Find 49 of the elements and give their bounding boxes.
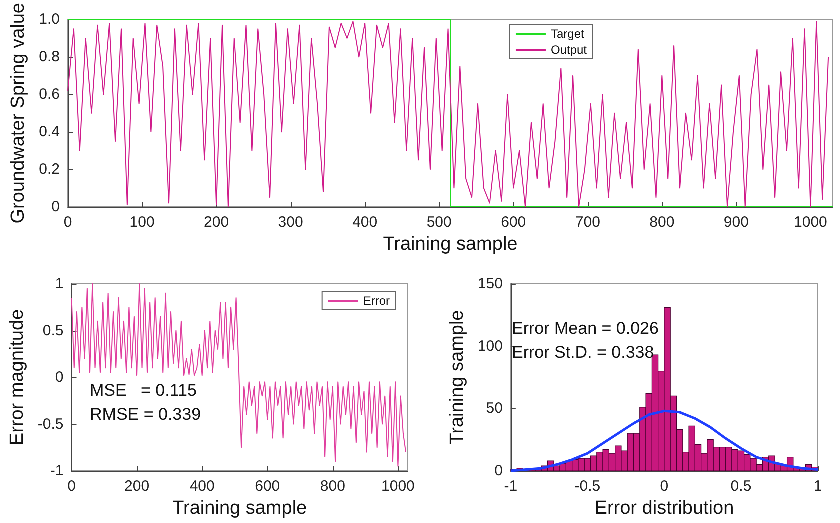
x-tick-label: 0 [68, 478, 76, 495]
x-tick-label: 1000 [794, 214, 828, 231]
legend-label: Error [363, 294, 390, 308]
y-tick-label: 150 [478, 276, 503, 292]
y-axis-title: Error magnitude [7, 309, 28, 446]
x-tick-label: 900 [724, 214, 749, 231]
x-tick-label: 600 [501, 214, 526, 231]
y-axis-title: Training sample [447, 310, 468, 445]
x-axis-title: Training sample [172, 498, 308, 519]
y-tick-label: -0.5 [38, 416, 64, 433]
x-tick-label: -0.5 [574, 478, 601, 495]
x-tick-label: 1000 [382, 478, 415, 495]
y-tick-label: 1 [55, 276, 64, 292]
y-tick-label: 0 [55, 369, 64, 386]
y-tick-label: 0 [52, 198, 60, 216]
x-tick-label: 0 [660, 478, 669, 495]
x-tick-label: 700 [575, 214, 600, 231]
y-axis-title: Groundwater Spring value [8, 2, 29, 224]
x-tick-label: 500 [426, 214, 452, 231]
x-axis-title: Training sample [383, 234, 518, 255]
x-tick-label: 100 [130, 214, 155, 231]
y-tick-label: 50 [486, 400, 503, 418]
x-tick-label: 200 [124, 478, 150, 495]
x-axis-title: Error distribution [594, 498, 734, 519]
x-tick-label: 800 [650, 214, 675, 231]
x-tick-label: 0.5 [730, 478, 752, 495]
annotation: RMSE = 0.339 [90, 405, 202, 424]
x-tick-label: 200 [204, 214, 230, 231]
y-tick-label: 1.0 [39, 11, 60, 28]
annotation: Error St.D. = 0.338 [512, 343, 654, 362]
annotation: Error Mean = 0.026 [512, 319, 659, 338]
x-tick-label: 1 [814, 478, 822, 495]
annotation: MSE = 0.115 [90, 381, 197, 400]
x-tick-label: 400 [352, 214, 378, 231]
x-tick-label: 400 [190, 478, 215, 495]
legend-label: Output [550, 43, 588, 57]
y-tick-label: 0.8 [39, 48, 60, 66]
y-tick-label: -1 [50, 462, 64, 480]
y-tick-label: 0.2 [39, 161, 60, 178]
y-tick-label: 0.4 [39, 124, 60, 141]
x-tick-label: -1 [504, 478, 518, 495]
x-tick-label: 600 [255, 478, 280, 495]
y-tick-label: 0.6 [39, 86, 60, 104]
x-tick-label: 800 [320, 478, 346, 495]
x-tick-label: 300 [278, 214, 304, 231]
y-tick-label: 100 [478, 338, 503, 355]
y-tick-label: 0.5 [42, 322, 64, 340]
legend-label: Target [550, 27, 585, 41]
y-tick-label: 0 [494, 462, 503, 480]
